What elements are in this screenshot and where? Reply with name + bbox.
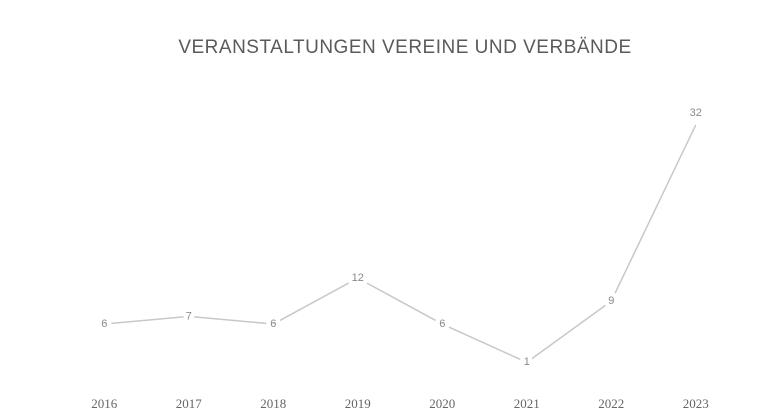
x-tick-label: 2016 [91, 396, 118, 411]
data-label: 12 [352, 272, 364, 284]
data-label: 7 [186, 310, 192, 322]
data-label: 6 [270, 318, 276, 330]
data-label: 6 [101, 318, 107, 330]
x-tick-label: 2019 [345, 396, 371, 411]
x-tick-label: 2017 [176, 396, 203, 411]
data-label: 1 [524, 356, 530, 368]
x-tick-label: 2022 [598, 396, 624, 411]
chart-title: VERANSTALTUNGEN VEREINE UND VERBÄNDE [178, 37, 631, 58]
x-tick-label: 2020 [429, 396, 455, 411]
x-tick-label: 2021 [514, 396, 540, 411]
line [104, 124, 697, 364]
data-label: 9 [608, 295, 614, 307]
data-label: 32 [690, 107, 702, 119]
data-label: 6 [439, 318, 445, 330]
x-tick-label: 2018 [260, 396, 286, 411]
x-tick-label: 2023 [683, 396, 709, 411]
